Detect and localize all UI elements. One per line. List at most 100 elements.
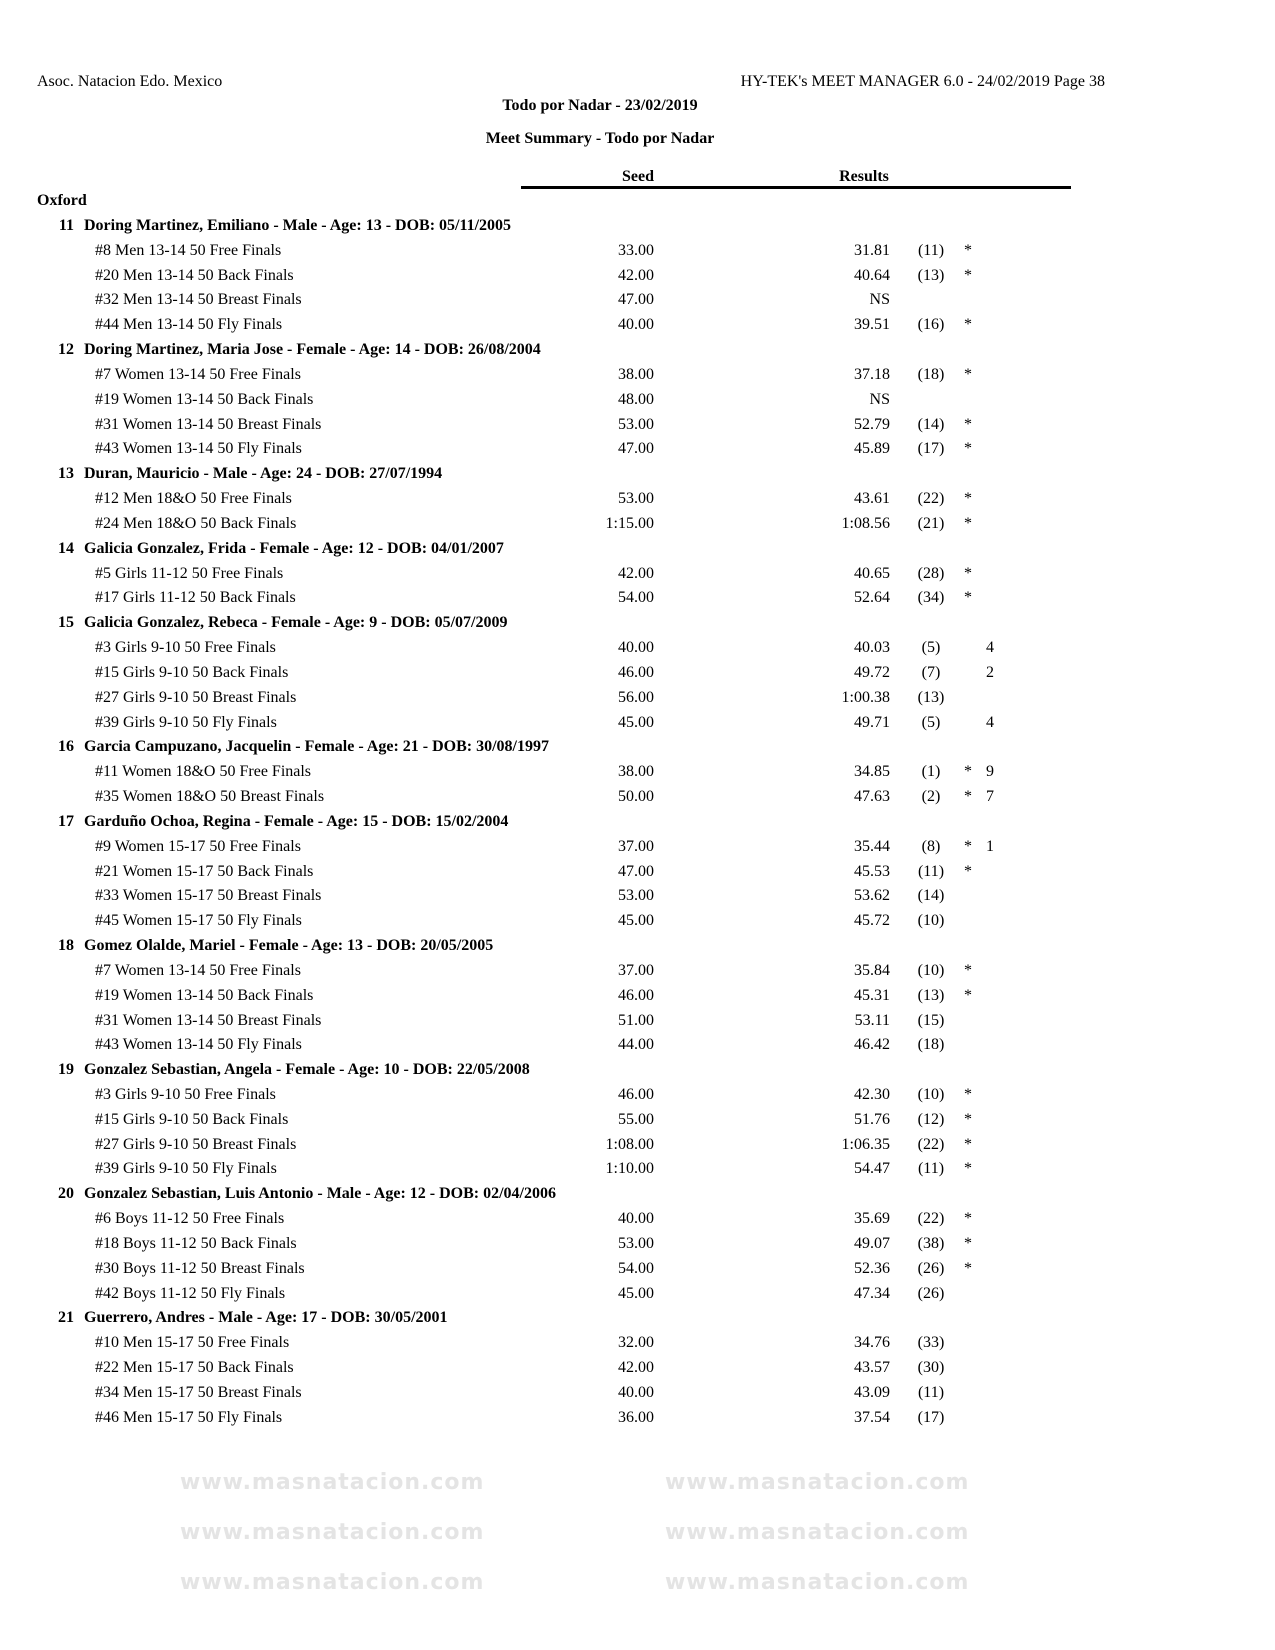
event-name: #33 Women 15-17 50 Breast Finals <box>95 887 322 905</box>
organization-name: Asoc. Natacion Edo. Mexico <box>37 73 223 90</box>
event-name: #39 Girls 9-10 50 Fly Finals <box>95 1160 277 1178</box>
header-rule <box>521 186 1071 189</box>
seed-time: 1:10.00 <box>605 1160 654 1178</box>
seed-time: 44.00 <box>618 1036 654 1054</box>
improvement-mark: * <box>964 1160 972 1178</box>
result-time: NS <box>869 390 890 408</box>
result-time: 35.44 <box>854 837 890 855</box>
place: (18) <box>917 365 945 383</box>
improvement-mark: * <box>964 490 972 508</box>
event-name: #42 Boys 11-12 50 Fly Finals <box>95 1284 286 1302</box>
place: (7) <box>921 663 941 681</box>
event-name: #35 Women 18&O 50 Breast Finals <box>95 788 325 806</box>
seed-time: 54.00 <box>618 1259 654 1277</box>
swimmer-info: Garcia Campuzano, Jacquelin - Female - A… <box>84 738 549 756</box>
event-result-row: #46 Men 15-17 50 Fly Finals 36.00 37.54 (17… <box>0 1406 1275 1431</box>
seed-time: 46.00 <box>618 663 654 681</box>
result-time: 53.11 <box>854 1011 890 1029</box>
seed-time: 55.00 <box>618 1110 654 1128</box>
event-name: #17 Girls 11-12 50 Back Finals <box>95 589 296 607</box>
result-time: 40.03 <box>854 639 890 657</box>
swimmer-number: 11 <box>58 217 74 234</box>
seed-time: 1:15.00 <box>605 514 654 532</box>
event-name: #12 Men 18&O 50 Free Finals <box>95 490 292 508</box>
place: (11) <box>917 1383 945 1401</box>
column-header-seed: Seed <box>622 168 654 185</box>
improvement-mark: * <box>964 589 972 607</box>
result-time: 52.64 <box>854 589 890 607</box>
result-time: 51.76 <box>854 1110 890 1128</box>
event-result-row: #27 Girls 9-10 50 Breast Finals 1:08.00 1:… <box>0 1133 1275 1158</box>
event-name: #10 Men 15-17 50 Free Finals <box>95 1334 290 1352</box>
event-name: #22 Men 15-17 50 Back Finals <box>95 1359 294 1377</box>
seed-time: 37.00 <box>618 961 654 979</box>
swimmer-header-row: 13 Duran, Mauricio - Male - Age: 24 - DOB… <box>0 462 1275 487</box>
event-result-row: #21 Women 15-17 50 Back Finals 47.00 45.53… <box>0 860 1275 885</box>
swimmer-info: Guerrero, Andres - Male - Age: 17 - DOB:… <box>84 1309 448 1327</box>
event-result-row: #19 Women 13-14 50 Back Finals 46.00 45.31… <box>0 984 1275 1009</box>
place: (2) <box>921 788 941 806</box>
place: (16) <box>917 316 945 334</box>
place: (5) <box>921 713 941 731</box>
swimmer-info: Garduño Ochoa, Regina - Female - Age: 15… <box>84 812 509 830</box>
points: 7 <box>986 788 994 806</box>
event-name: #31 Women 13-14 50 Breast Finals <box>95 415 322 433</box>
result-time: 45.72 <box>854 912 890 930</box>
result-time: 45.31 <box>854 986 890 1004</box>
event-result-row: #5 Girls 11-12 50 Free Finals 42.00 40.65 (… <box>0 562 1275 587</box>
column-header-results: Results <box>839 168 889 185</box>
result-time: 47.63 <box>854 788 890 806</box>
swimmer-info: Gonzalez Sebastian, Angela - Female - Ag… <box>84 1061 530 1079</box>
event-result-row: #20 Men 13-14 50 Back Finals 42.00 40.64 (1… <box>0 264 1275 289</box>
event-name: #9 Women 15-17 50 Free Finals <box>95 837 301 855</box>
seed-time: 40.00 <box>618 316 654 334</box>
result-time: 45.89 <box>854 440 890 458</box>
event-name: #15 Girls 9-10 50 Back Finals <box>95 1110 289 1128</box>
swimmer-info: Galicia Gonzalez, Rebeca - Female - Age:… <box>84 614 508 632</box>
improvement-mark: * <box>964 266 972 284</box>
seed-time: 33.00 <box>618 241 654 259</box>
seed-time: 40.00 <box>618 1383 654 1401</box>
points: 1 <box>986 837 994 855</box>
improvement-mark: * <box>964 440 972 458</box>
event-result-row: #45 Women 15-17 50 Fly Finals 45.00 45.72 (… <box>0 909 1275 934</box>
event-result-row: #24 Men 18&O 50 Back Finals 1:15.00 1:08.5… <box>0 512 1275 537</box>
seed-time: 50.00 <box>618 788 654 806</box>
event-name: #20 Men 13-14 50 Back Finals <box>95 266 294 284</box>
seed-time: 53.00 <box>618 490 654 508</box>
result-time: 52.79 <box>854 415 890 433</box>
improvement-mark: * <box>964 514 972 532</box>
swimmer-header-row: 20 Gonzalez Sebastian, Luis Antonio - Mal… <box>0 1182 1275 1207</box>
result-time: 43.57 <box>854 1359 890 1377</box>
event-result-row: #39 Girls 9-10 50 Fly Finals 45.00 49.71 (5… <box>0 711 1275 736</box>
swimmer-number: 13 <box>58 465 74 483</box>
event-name: #43 Women 13-14 50 Fly Finals <box>95 440 302 458</box>
swimmer-info: Duran, Mauricio - Male - Age: 24 - DOB: … <box>84 465 443 483</box>
swimmer-header-row: 17 Garduño Ochoa, Regina - Female - Age: … <box>0 810 1275 835</box>
result-time: 35.69 <box>854 1210 890 1228</box>
place: (22) <box>917 1135 945 1153</box>
improvement-mark: * <box>964 763 972 781</box>
seed-time: 45.00 <box>618 912 654 930</box>
place: (12) <box>917 1110 945 1128</box>
place: (1) <box>921 763 941 781</box>
event-result-row: #30 Boys 11-12 50 Breast Finals 54.00 52.3… <box>0 1257 1275 1282</box>
improvement-mark: * <box>964 961 972 979</box>
swimmer-header-row: 21 Guerrero, Andres - Male - Age: 17 - DO… <box>0 1306 1275 1331</box>
swimmer-header-row: 19 Gonzalez Sebastian, Angela - Female - … <box>0 1058 1275 1083</box>
improvement-mark: * <box>964 1259 972 1277</box>
seed-time: 47.00 <box>618 440 654 458</box>
event-name: #34 Men 15-17 50 Breast Finals <box>95 1383 302 1401</box>
event-name: #19 Women 13-14 50 Back Finals <box>95 390 314 408</box>
seed-time: 53.00 <box>618 887 654 905</box>
result-time: 47.34 <box>854 1284 890 1302</box>
place: (22) <box>917 1210 945 1228</box>
seed-time: 46.00 <box>618 1085 654 1103</box>
result-time: 1:08.56 <box>841 514 890 532</box>
place: (26) <box>917 1284 945 1302</box>
watermark: www.masnatacion.com <box>180 1470 485 1495</box>
swimmer-info: Galicia Gonzalez, Frida - Female - Age: … <box>84 539 504 557</box>
watermark: www.masnatacion.com <box>180 1570 485 1595</box>
seed-time: 47.00 <box>618 291 654 309</box>
event-result-row: #12 Men 18&O 50 Free Finals 53.00 43.61 (22… <box>0 487 1275 512</box>
